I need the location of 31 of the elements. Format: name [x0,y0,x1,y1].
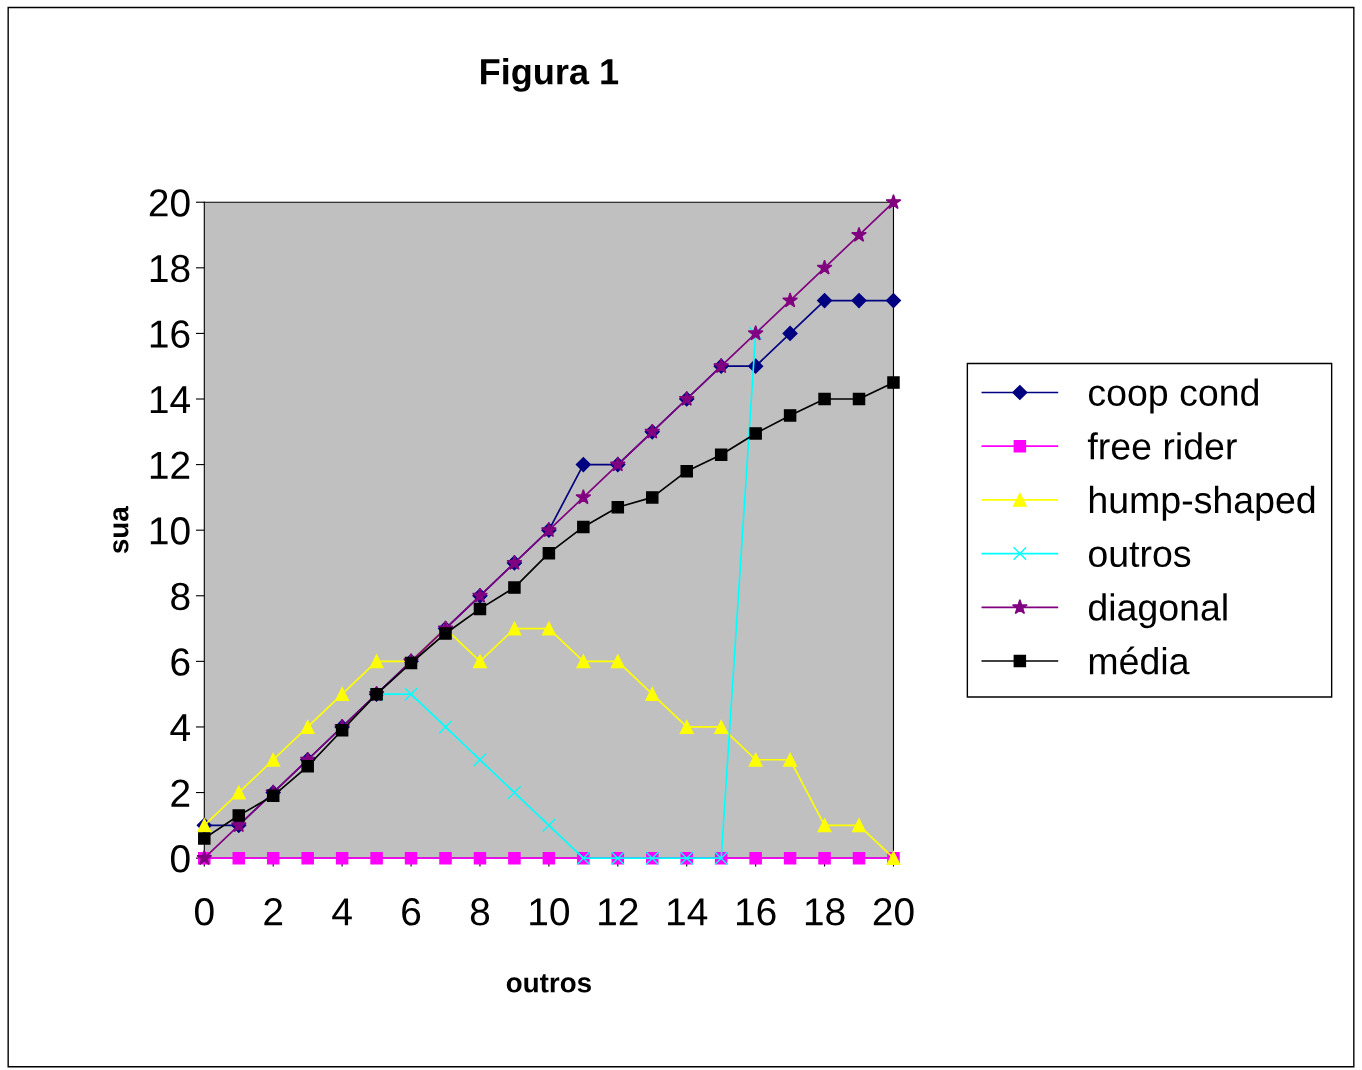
legend-label: média [1089,646,1190,675]
y-tick-label: 0 [171,845,190,873]
x-tick-label: 0 [195,898,214,926]
legend-label: outros [1088,542,1191,568]
legend-label: free rider [1087,432,1237,460]
x-tick-label: 6 [402,898,421,926]
chart-title: Figura 1 [481,58,619,92]
x-axis-title: outros [506,974,591,993]
x-tick-label: 10 [530,898,569,926]
y-tick-label: 20 [149,189,190,217]
y-tick-label: 2 [171,779,190,807]
x-tick-label: 20 [873,898,914,926]
y-tick-label: 18 [150,254,190,283]
x-tick-label: 18 [805,898,845,926]
x-tick-label: 12 [599,898,638,926]
x-tick-label: 16 [736,898,776,926]
y-tick-label: 6 [171,648,190,676]
x-tick-label: 14 [668,898,708,926]
legend-label: hump-shaped [1089,485,1315,521]
x-tick-label: 2 [264,898,283,926]
y-tick-label: 8 [171,582,190,611]
x-tick-label: 8 [470,898,490,926]
y-axis-title: sua [113,506,129,554]
y-tick-label: 10 [150,517,190,545]
legend-label: diagonal [1088,593,1227,629]
y-tick-label: 4 [170,714,190,742]
legend-label: coop cond [1088,378,1258,414]
y-tick-label: 16 [150,320,190,348]
x-tick-label: 4 [332,898,352,926]
y-tick-label: 12 [150,451,190,479]
y-tick-label: 14 [150,386,190,414]
